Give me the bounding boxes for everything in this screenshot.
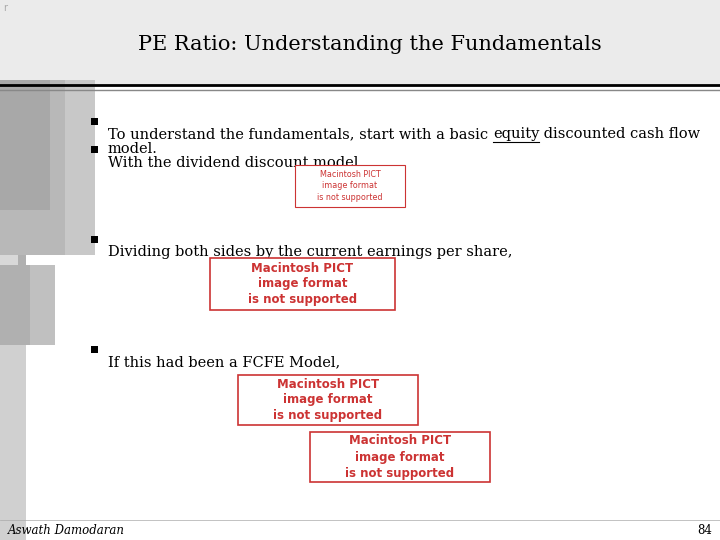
Bar — [0, 0, 720, 85]
Bar — [0, 0, 18, 540]
Text: Aswath Damodaran: Aswath Damodaran — [8, 523, 125, 537]
Text: equity: equity — [492, 127, 539, 141]
Bar — [0, 80, 65, 255]
Text: Macintosh PICT
image format
is not supported: Macintosh PICT image format is not suppo… — [318, 171, 383, 201]
Text: Macintosh PICT
image format
is not supported: Macintosh PICT image format is not suppo… — [248, 261, 357, 307]
Text: discounted cash flow: discounted cash flow — [539, 127, 701, 141]
Bar — [0, 80, 95, 255]
Bar — [0, 265, 30, 345]
Bar — [238, 375, 418, 425]
Text: 84: 84 — [697, 523, 712, 537]
Bar — [91, 346, 98, 353]
Bar — [91, 118, 98, 125]
Bar — [18, 0, 26, 540]
Text: model.: model. — [108, 142, 158, 156]
Text: r: r — [3, 3, 7, 13]
Bar — [0, 345, 26, 540]
Bar — [295, 165, 405, 207]
Bar — [0, 265, 55, 345]
Bar — [91, 146, 98, 153]
Bar — [91, 236, 98, 243]
Text: PE Ratio: Understanding the Fundamentals: PE Ratio: Understanding the Fundamentals — [138, 36, 602, 55]
Bar — [0, 80, 50, 210]
Bar — [210, 258, 395, 310]
Bar — [310, 432, 490, 482]
Text: Dividing both sides by the current earnings per share,: Dividing both sides by the current earni… — [108, 245, 513, 259]
Text: Macintosh PICT
image format
is not supported: Macintosh PICT image format is not suppo… — [274, 377, 382, 422]
Text: Macintosh PICT
image format
is not supported: Macintosh PICT image format is not suppo… — [346, 435, 454, 480]
Text: To understand the fundamentals, start with a basic: To understand the fundamentals, start wi… — [108, 127, 492, 141]
Text: With the dividend discount model,: With the dividend discount model, — [108, 155, 363, 169]
Text: If this had been a FCFE Model,: If this had been a FCFE Model, — [108, 355, 341, 369]
